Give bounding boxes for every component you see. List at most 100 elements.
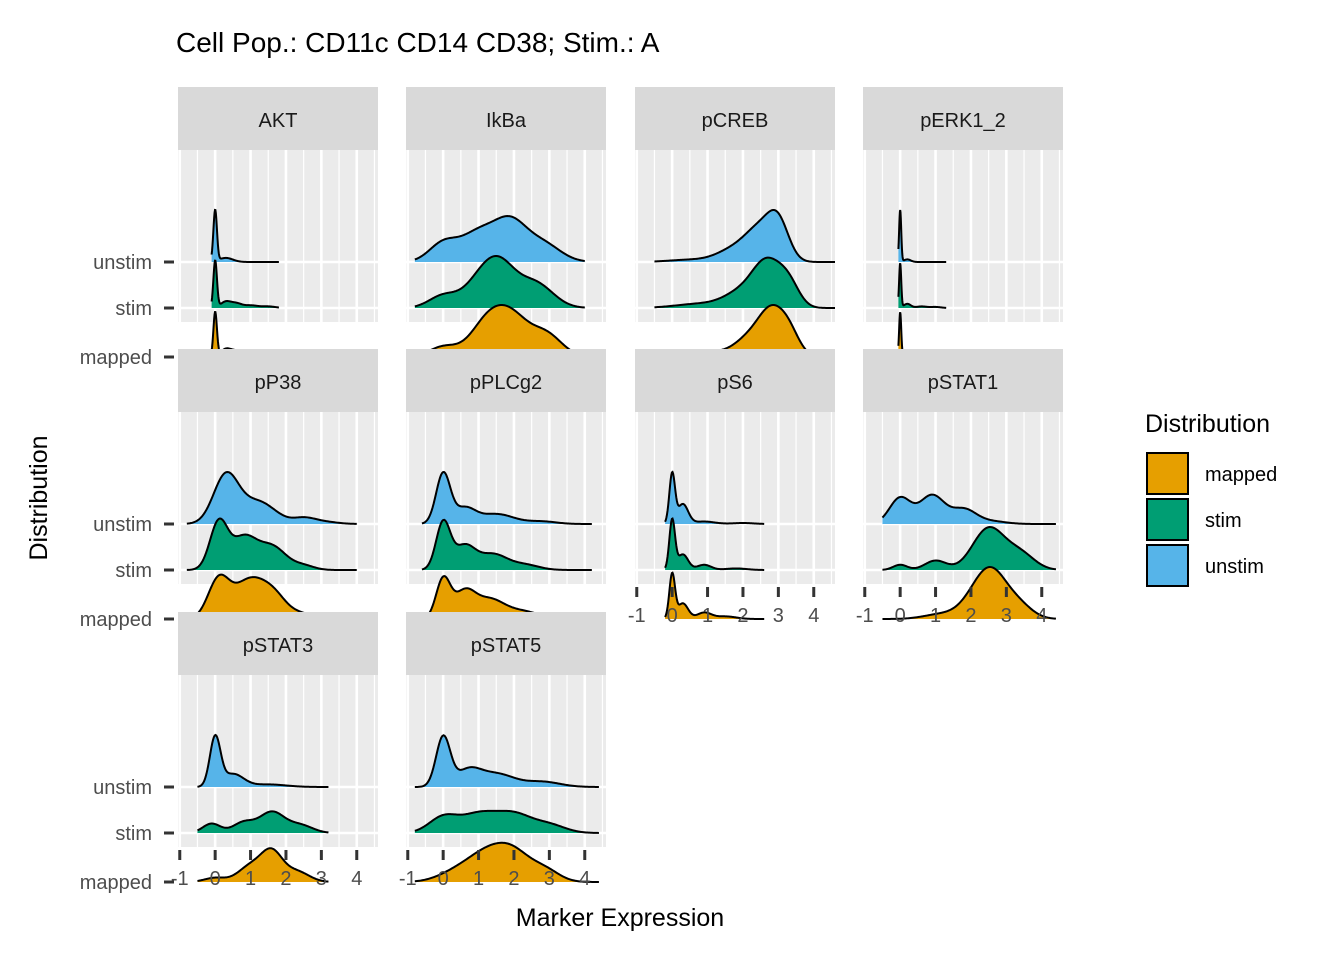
y-tick-label: stim [115, 560, 152, 582]
x-tick-label: 2 [965, 605, 976, 627]
ridge-outline [664, 571, 765, 620]
x-tick-label: 2 [508, 868, 519, 890]
ridge-IkBa-stim [414, 256, 585, 308]
y-tick-label: unstim [93, 514, 152, 536]
legend-label-stim: stim [1205, 510, 1242, 532]
facet-strip [863, 87, 1063, 150]
ridge-pSTAT1-unstim [882, 494, 1056, 524]
x-tick-label: 1 [473, 868, 484, 890]
ridge-outline [197, 847, 329, 883]
x-tick-label: 3 [544, 868, 555, 890]
x-tick-label: -1 [171, 868, 189, 890]
y-tick-label: stim [115, 298, 152, 320]
ridge-pSTAT1-mapped [882, 567, 1056, 619]
facet-strip [635, 349, 835, 412]
ridge-pSTAT5-stim [414, 810, 599, 833]
ridge-outline [210, 259, 279, 309]
chart-title: Cell Pop.: CD11c CD14 CD38; Stim.: A [176, 27, 660, 58]
ridge-IkBa-mapped [414, 305, 606, 357]
facet-strip-label: IkBa [486, 110, 527, 132]
ridge-outline [197, 733, 329, 788]
facet-strip-label: AKT [259, 110, 298, 132]
ridge-outline [414, 809, 599, 834]
y-tick-label: mapped [80, 609, 152, 631]
y-axis-label: Distribution [25, 435, 53, 560]
x-axis-label: Marker Expression [516, 904, 724, 932]
x-tick-label: -1 [399, 868, 417, 890]
ridge-outline [414, 254, 585, 309]
ridge-pSTAT5-unstim [414, 735, 599, 787]
ridge-outline [421, 518, 592, 571]
x-tick-label: 0 [895, 605, 906, 627]
ridge-outline [414, 215, 585, 262]
x-tick-label: 2 [280, 868, 291, 890]
x-tick-label: 1 [245, 868, 256, 890]
ridge-pS6-stim [665, 518, 765, 570]
facet-strip-label: pS6 [717, 372, 753, 394]
ridge-pP38-mapped [186, 574, 357, 619]
x-tick-label: 4 [1036, 605, 1047, 627]
facet-panels: AKT unstim stim mapped IkBa pCREB pERK1_2 pP38 u… [80, 87, 1063, 894]
facet-strip-label: pSTAT5 [471, 635, 541, 657]
y-tick-label: stim [115, 823, 152, 845]
x-tick-label: 1 [930, 605, 941, 627]
plot-background [635, 412, 835, 584]
ridge-outline [881, 493, 1056, 525]
ridge-pSTAT3-mapped [197, 848, 329, 882]
y-tick-label: mapped [80, 347, 152, 369]
ridge-outline [197, 810, 329, 834]
y-tick-label: unstim [93, 252, 152, 274]
facet-panel-IkBa: IkBa [406, 87, 606, 359]
ridge-outline [882, 526, 1057, 571]
ridge-outline [897, 209, 947, 263]
facet-strip [406, 612, 606, 675]
legend-key-mapped [1146, 452, 1189, 495]
plot-background [863, 150, 1063, 322]
x-tick-label: 2 [737, 605, 748, 627]
facet-panel-AKT: AKT unstim stim mapped [80, 87, 378, 369]
ridge-pPLCg2-stim [421, 519, 592, 570]
legend-label-unstim: unstim [1205, 556, 1264, 578]
facet-strip [863, 349, 1063, 412]
x-tick-label: 0 [210, 868, 221, 890]
x-tick-label: 3 [1001, 605, 1012, 627]
x-tick-label: 4 [579, 868, 590, 890]
ridge-outline [664, 517, 765, 571]
facet-strip [406, 87, 606, 150]
ridge-outline [421, 470, 592, 525]
ridge-pS6-mapped [665, 572, 765, 619]
ridge-outline [186, 470, 357, 525]
ridge-outline [882, 565, 1056, 620]
ridge-AKT-unstim [211, 210, 279, 262]
y-tick-label: mapped [80, 872, 152, 894]
facet-strip-label: pPLCg2 [470, 372, 542, 394]
ridge-outline [664, 470, 765, 525]
ridge-AKT-stim [211, 260, 279, 308]
x-tick-label: 4 [808, 605, 819, 627]
ridge-outline [210, 208, 279, 263]
plot-background [178, 150, 378, 322]
facet-panel-pERK1_2: pERK1_2 [863, 87, 1063, 359]
ridge-pSTAT1-stim [882, 527, 1056, 570]
legend-key-stim [1146, 498, 1189, 541]
ridge-outline [654, 208, 835, 263]
x-tick-label: 4 [351, 868, 362, 890]
facet-panel-pSTAT5: pSTAT5 -1 0 1 2 3 4 [399, 612, 606, 890]
facet-panel-pSTAT3: pSTAT3 unstim stim mapped -1 0 1 2 3 4 [80, 612, 378, 894]
x-tick-label: 0 [438, 868, 449, 890]
facet-strip-label: pP38 [255, 372, 302, 394]
facet-strip [635, 87, 835, 150]
ridge-outline [414, 841, 599, 883]
facet-panel-pP38: pP38 unstim stim mapped [80, 349, 378, 631]
ridge-pP38-unstim [186, 472, 357, 524]
facet-strip [178, 349, 378, 412]
ridge-outline [186, 517, 357, 571]
facet-panel-pCREB: pCREB [635, 87, 835, 359]
ridge-IkBa-unstim [414, 216, 585, 262]
ridge-pS6-unstim [665, 472, 765, 524]
facet-strip-label: pCREB [702, 110, 769, 132]
ridge-outline [654, 256, 835, 309]
facet-strip [178, 612, 378, 675]
ridge-pPLCg2-unstim [421, 472, 592, 524]
